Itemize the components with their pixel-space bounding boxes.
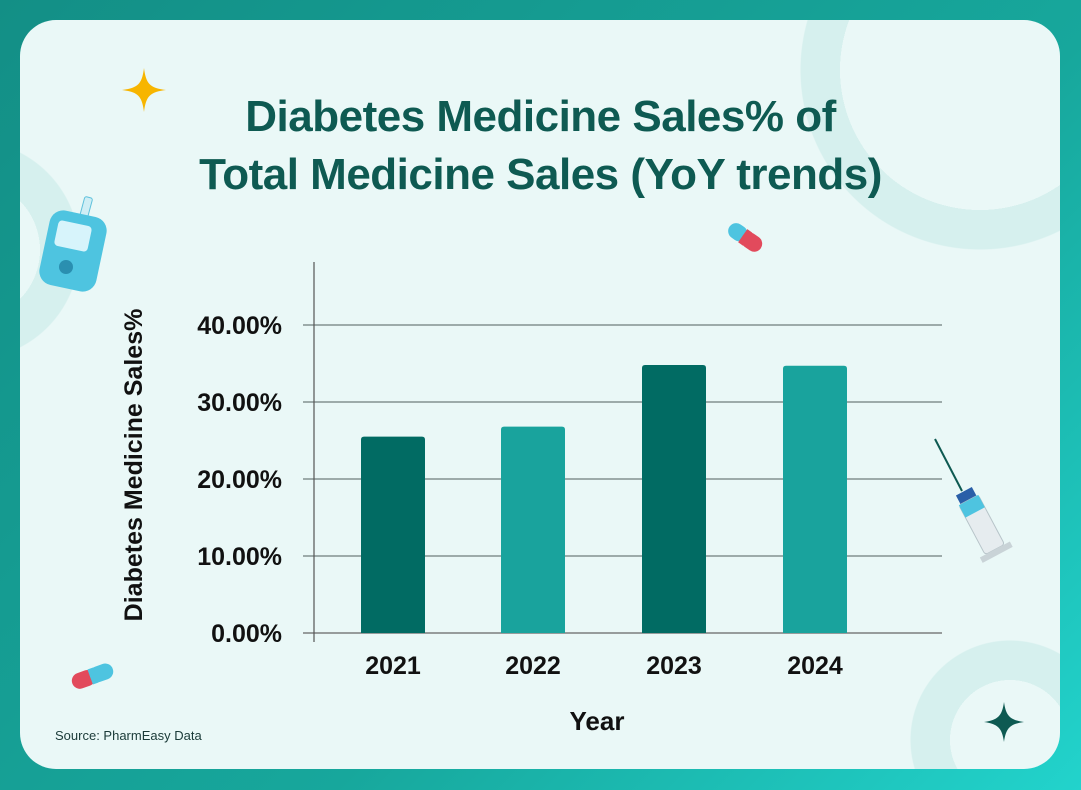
y-tick-label: 40.00% [197, 312, 282, 340]
x-tick-label: 2024 [787, 652, 843, 680]
syringe-icon [934, 438, 1013, 563]
title-line-1: Diabetes Medicine Sales% of [245, 92, 836, 141]
chart-card [20, 20, 1060, 769]
source-note: Source: PharmEasy Data [55, 728, 202, 743]
y-tick-label: 30.00% [197, 389, 282, 417]
bar-2022 [501, 426, 565, 633]
y-tick-label: 10.00% [197, 543, 282, 571]
y-tick-label: 0.00% [211, 620, 282, 648]
title-line-2: Total Medicine Sales (YoY trends) [199, 150, 882, 199]
bar-2024 [783, 365, 847, 633]
sparkle-icon [984, 702, 1024, 742]
y-tick-label: 20.00% [197, 466, 282, 494]
sparkle-icon [122, 68, 166, 112]
x-tick-label: 2021 [365, 652, 421, 680]
chart-title: Diabetes Medicine Sales% of Total Medici… [0, 88, 1081, 204]
x-tick-label: 2022 [505, 652, 561, 680]
capsule-icon [71, 663, 114, 689]
bar-2021 [361, 436, 425, 633]
glucose-meter-icon [39, 196, 107, 292]
x-axis-label: Year [570, 706, 625, 736]
capsule-icon [728, 223, 763, 252]
bar-2023 [642, 365, 706, 633]
y-axis-label: Diabetes Medicine Sales% [120, 309, 148, 622]
x-tick-label: 2023 [646, 652, 702, 680]
